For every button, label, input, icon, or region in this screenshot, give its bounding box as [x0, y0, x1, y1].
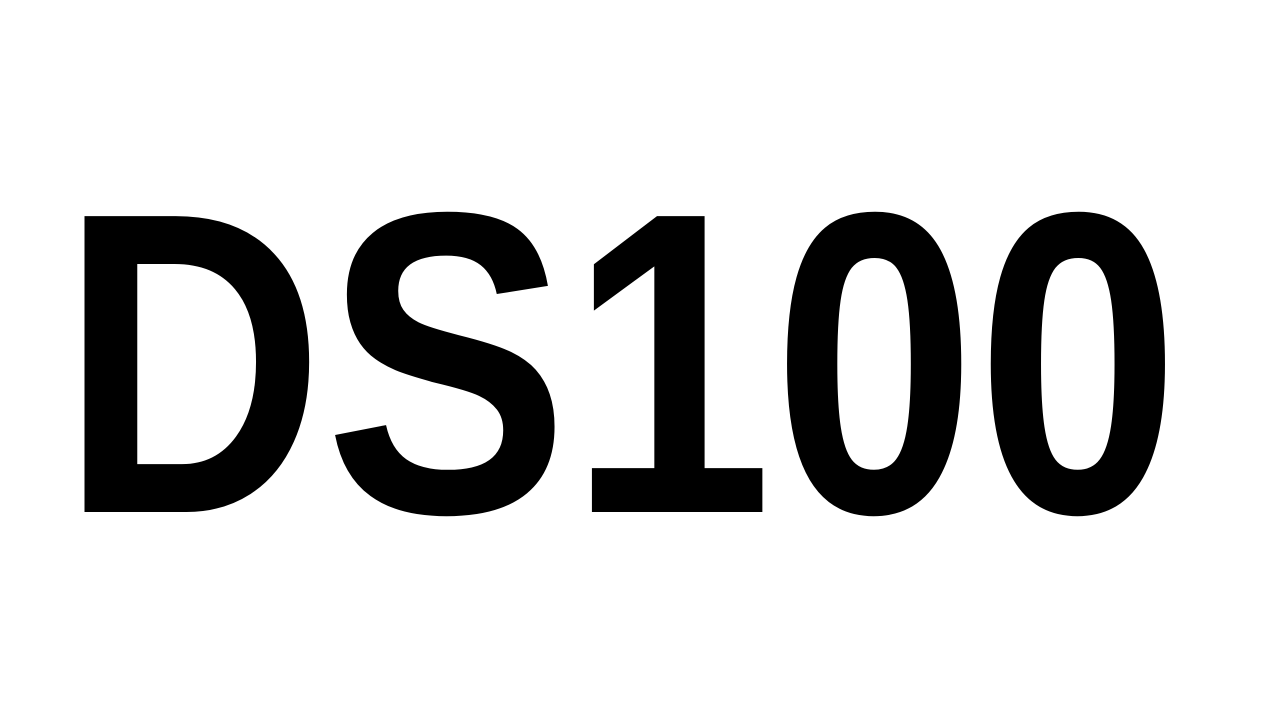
title-text: DS100 [60, 124, 1180, 604]
